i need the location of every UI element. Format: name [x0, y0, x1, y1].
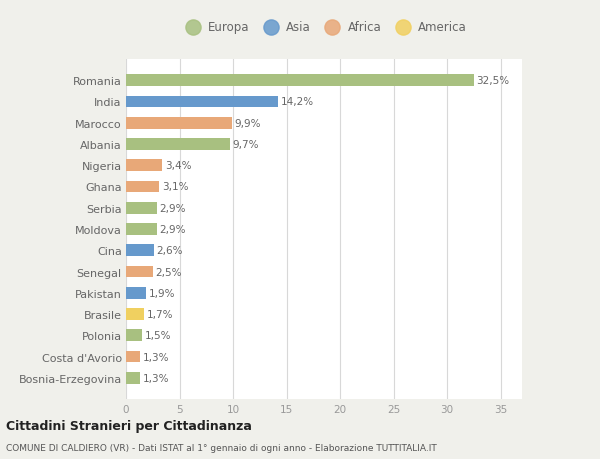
Text: 32,5%: 32,5% — [476, 76, 509, 86]
Bar — [126, 96, 278, 108]
Bar — [126, 75, 474, 87]
Text: 2,6%: 2,6% — [157, 246, 183, 256]
Bar — [126, 351, 140, 363]
Text: 1,9%: 1,9% — [149, 288, 176, 298]
Text: 3,4%: 3,4% — [165, 161, 191, 171]
Bar — [126, 224, 157, 235]
Bar — [126, 118, 232, 129]
Text: 2,9%: 2,9% — [160, 203, 186, 213]
Text: 2,5%: 2,5% — [155, 267, 182, 277]
Bar — [126, 160, 163, 172]
Bar — [126, 266, 153, 278]
Bar — [126, 308, 144, 320]
Text: 9,9%: 9,9% — [235, 118, 261, 129]
Bar — [126, 202, 157, 214]
Legend: Europa, Asia, Africa, America: Europa, Asia, Africa, America — [181, 22, 467, 34]
Bar — [126, 181, 159, 193]
Text: 9,7%: 9,7% — [232, 140, 259, 150]
Text: 1,3%: 1,3% — [143, 352, 169, 362]
Bar — [126, 139, 230, 151]
Text: Cittadini Stranieri per Cittadinanza: Cittadini Stranieri per Cittadinanza — [6, 419, 252, 432]
Text: 14,2%: 14,2% — [281, 97, 314, 107]
Bar — [126, 330, 142, 341]
Bar — [126, 245, 154, 257]
Bar — [126, 372, 140, 384]
Bar — [126, 287, 146, 299]
Text: 1,5%: 1,5% — [145, 330, 171, 341]
Text: COMUNE DI CALDIERO (VR) - Dati ISTAT al 1° gennaio di ogni anno - Elaborazione T: COMUNE DI CALDIERO (VR) - Dati ISTAT al … — [6, 443, 437, 452]
Text: 1,3%: 1,3% — [143, 373, 169, 383]
Text: 3,1%: 3,1% — [162, 182, 188, 192]
Text: 1,7%: 1,7% — [147, 309, 173, 319]
Text: 2,9%: 2,9% — [160, 224, 186, 235]
